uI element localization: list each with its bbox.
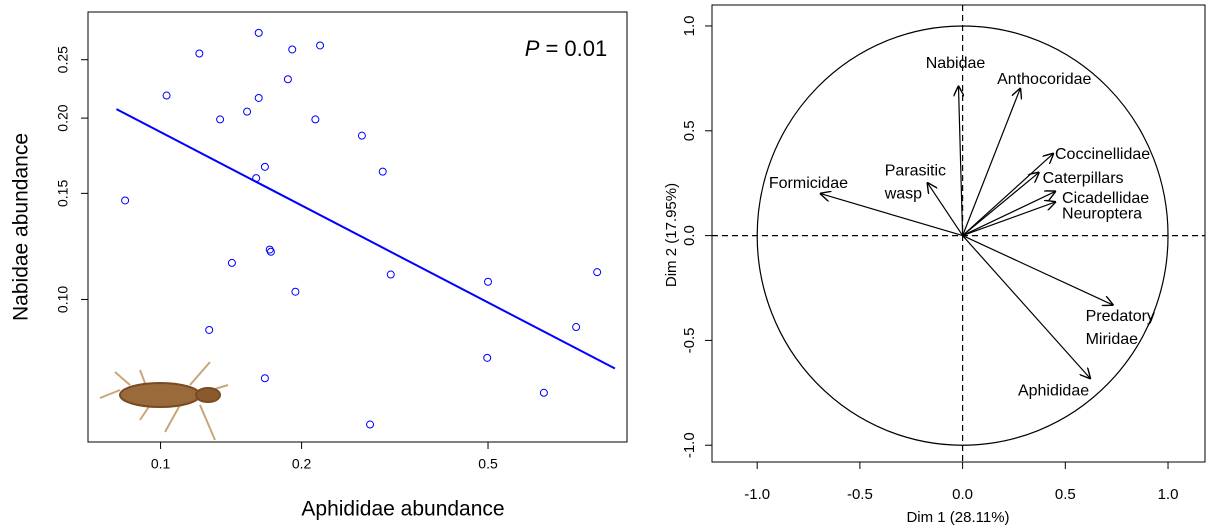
x-axis-label: Dim 1 (28.11%) — [906, 509, 1009, 526]
y-axis-label: Nabidae abundance — [10, 133, 33, 321]
variable-label: Formicidae — [769, 175, 848, 192]
x-tick-label: 1.0 — [1158, 486, 1179, 503]
variable-label: Caterpillars — [1043, 170, 1124, 187]
y-tick-label: 0.10 — [55, 286, 71, 313]
loading-arrow — [959, 87, 963, 236]
loading-arrow — [928, 183, 964, 236]
loading-arrow — [821, 194, 963, 237]
loading-arrow — [962, 89, 1021, 236]
point — [205, 325, 214, 334]
y-tick-label: 0.5 — [681, 120, 698, 141]
point — [288, 45, 297, 54]
variable-label: Nabidae — [926, 55, 986, 72]
point — [316, 41, 325, 50]
point — [243, 107, 252, 116]
point — [216, 115, 225, 124]
plot-box — [711, 4, 1206, 463]
point — [254, 93, 263, 102]
x-tick-label: 0.1 — [151, 456, 171, 472]
variable-label: Predatory — [1086, 308, 1155, 325]
p-annotation: P = 0.01 — [525, 36, 607, 61]
variable-label: Coccinellidae — [1055, 146, 1150, 163]
y-tick-label: 0.20 — [55, 104, 71, 131]
loading-arrow — [962, 202, 1055, 237]
p-variable: P — [525, 36, 540, 61]
plot-box — [87, 11, 628, 443]
point — [378, 167, 387, 176]
point — [291, 287, 300, 296]
point — [539, 388, 548, 397]
x-axis-label: Aphididae abundance — [301, 498, 504, 521]
y-tick-label: -1.0 — [681, 432, 698, 458]
x-tick-label: -1.0 — [744, 486, 770, 503]
point — [483, 353, 492, 362]
point — [266, 247, 275, 256]
point — [260, 374, 269, 383]
point — [283, 75, 292, 84]
point — [227, 258, 236, 267]
point — [121, 196, 130, 205]
point — [357, 131, 366, 140]
p-value: = 0.01 — [545, 36, 607, 61]
point — [484, 277, 493, 286]
point — [195, 49, 204, 58]
loading-arrow — [962, 192, 1055, 237]
variable-label: Neuroptera — [1062, 205, 1142, 222]
loading-arrow — [962, 235, 1113, 305]
loading-arrow — [962, 235, 1090, 379]
x-tick-label: 0.5 — [1055, 486, 1076, 503]
point — [572, 323, 581, 332]
point — [254, 28, 263, 37]
insect-image — [99, 361, 229, 441]
point — [366, 420, 375, 429]
variable-label: Anthocoridae — [997, 71, 1091, 88]
point — [265, 245, 274, 254]
variable-label: Miridae — [1086, 331, 1139, 348]
variable-label: Aphididae — [1018, 382, 1089, 399]
point — [593, 268, 602, 277]
loading-arrow — [962, 154, 1053, 237]
variable-label: Parasitic — [885, 162, 946, 179]
point — [162, 91, 171, 100]
y-axis-label: Dim 2 (17.95%) — [663, 183, 680, 287]
x-tick-label: 0.2 — [292, 456, 312, 472]
y-tick-label: -0.5 — [681, 327, 698, 353]
variable-label: wasp — [884, 185, 922, 202]
y-tick-label: 0.0 — [681, 225, 698, 246]
variable-label: Cicadellidae — [1062, 190, 1149, 207]
fit-line — [115, 108, 616, 370]
point — [311, 115, 320, 124]
x-tick-label: 0.5 — [478, 456, 498, 472]
x-tick-label: 0.0 — [952, 486, 973, 503]
point — [386, 270, 395, 279]
point — [260, 162, 269, 171]
y-tick-label: 0.25 — [55, 46, 71, 73]
loading-arrow — [962, 173, 1039, 237]
x-tick-label: -0.5 — [847, 486, 873, 503]
y-tick-label: 0.15 — [55, 180, 71, 207]
y-tick-label: 1.0 — [681, 16, 698, 37]
